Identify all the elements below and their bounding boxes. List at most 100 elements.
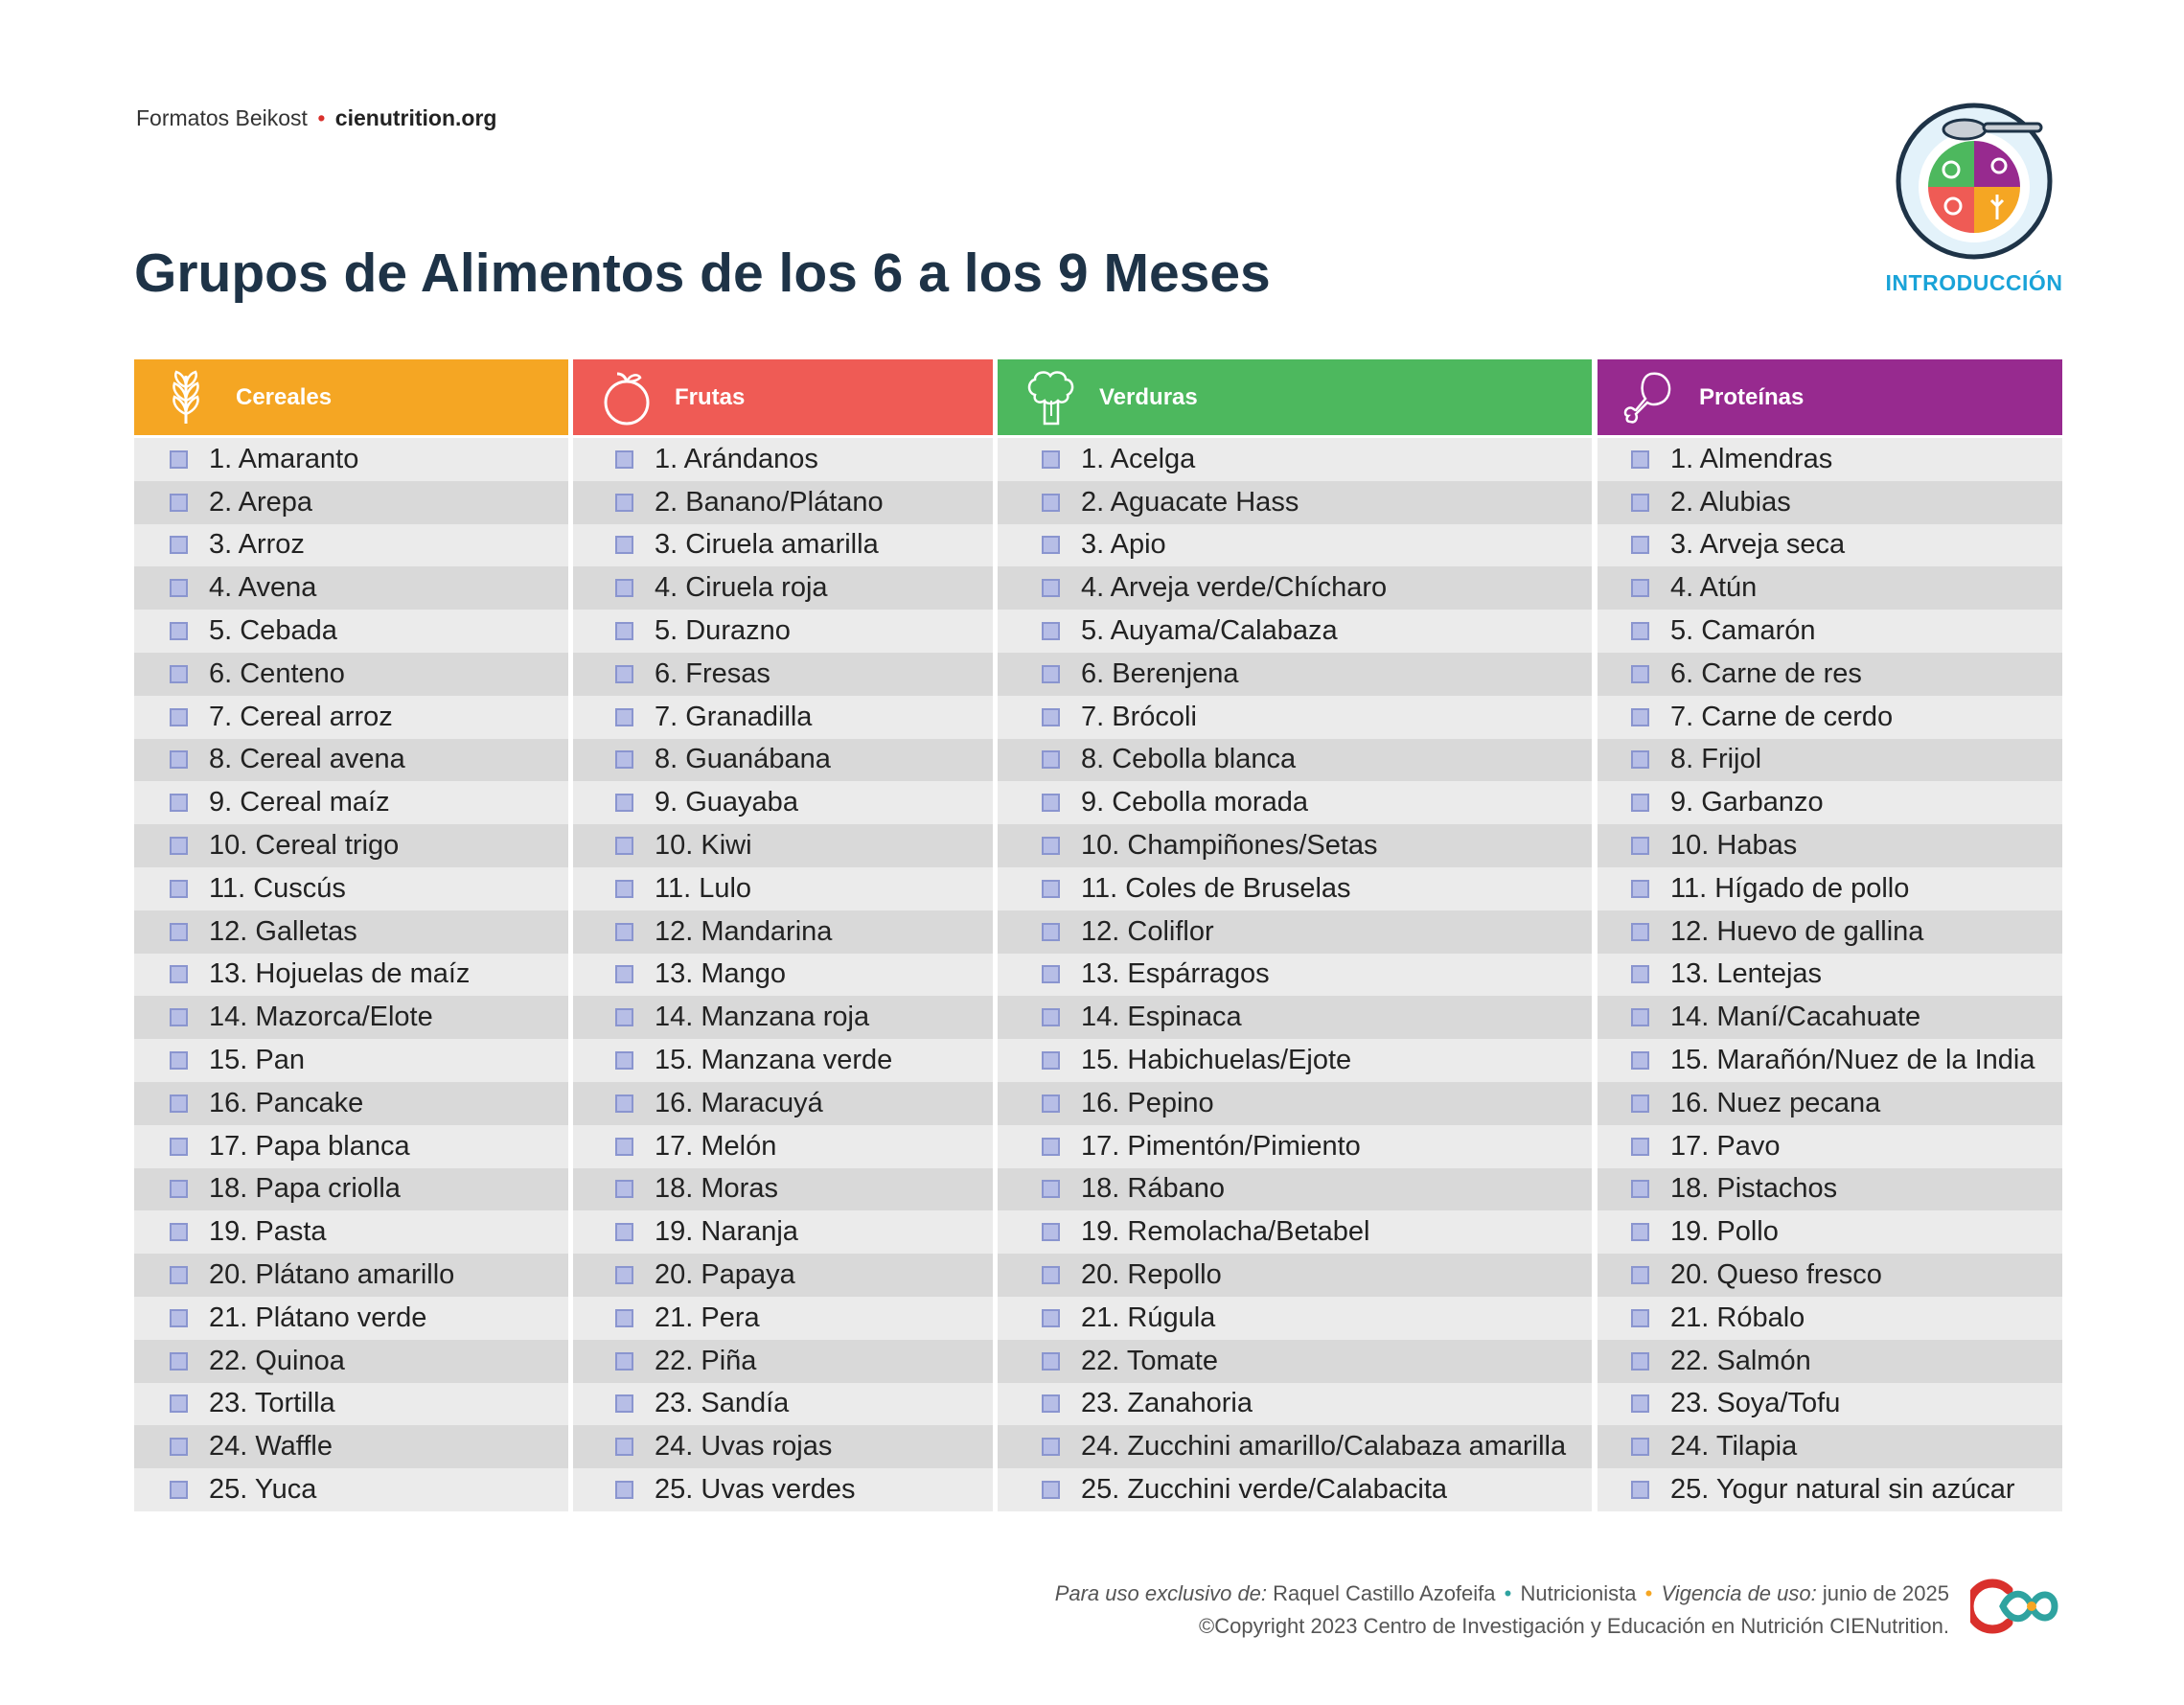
list-item[interactable]: 10. Habas [1598, 824, 2062, 867]
checkbox[interactable] [615, 707, 633, 726]
list-item[interactable]: 10. Kiwi [573, 824, 993, 867]
list-item[interactable]: 23. Tortilla [134, 1382, 568, 1426]
checkbox[interactable] [1042, 664, 1060, 683]
checkbox[interactable] [1042, 536, 1060, 555]
list-item[interactable]: 13. Espárragos [998, 953, 1592, 997]
checkbox[interactable] [615, 1008, 633, 1027]
checkbox[interactable] [1042, 1308, 1060, 1327]
checkbox[interactable] [1631, 493, 1649, 512]
list-item[interactable]: 19. Naranja [573, 1210, 993, 1255]
list-item[interactable]: 6. Centeno [134, 652, 568, 696]
checkbox[interactable] [170, 1308, 188, 1327]
checkbox[interactable] [615, 449, 633, 469]
list-item[interactable]: 24. Uvas rojas [573, 1425, 993, 1469]
list-item[interactable]: 11. Lulo [573, 866, 993, 910]
checkbox[interactable] [170, 1266, 188, 1285]
list-item[interactable]: 24. Zucchini amarillo/Calabaza amarilla [998, 1425, 1592, 1469]
list-item[interactable]: 6. Berenjena [998, 652, 1592, 696]
checkbox[interactable] [170, 1223, 188, 1242]
checkbox[interactable] [1631, 1137, 1649, 1156]
list-item[interactable]: 20. Repollo [998, 1254, 1592, 1297]
list-item[interactable]: 15. Manzana verde [573, 1039, 993, 1082]
list-item[interactable]: 2. Arepa [134, 480, 568, 524]
list-item[interactable]: 19. Remolacha/Betabel [998, 1210, 1592, 1255]
list-item[interactable]: 13. Hojuelas de maíz [134, 953, 568, 997]
list-item[interactable]: 20. Papaya [573, 1254, 993, 1297]
checkbox[interactable] [1631, 965, 1649, 984]
checkbox[interactable] [1042, 1394, 1060, 1414]
checkbox[interactable] [1631, 1481, 1649, 1500]
list-item[interactable]: 18. Papa criolla [134, 1167, 568, 1211]
list-item[interactable]: 4. Ciruela roja [573, 566, 993, 611]
list-item[interactable]: 20. Queso fresco [1598, 1254, 2062, 1297]
checkbox[interactable] [1042, 579, 1060, 598]
list-item[interactable]: 1. Arándanos [573, 438, 993, 481]
list-item[interactable]: 1. Almendras [1598, 438, 2062, 481]
checkbox[interactable] [615, 1051, 633, 1071]
checkbox[interactable] [1631, 794, 1649, 813]
checkbox[interactable] [170, 1351, 188, 1371]
checkbox[interactable] [1042, 1351, 1060, 1371]
list-item[interactable]: 12. Huevo de gallina [1598, 910, 2062, 954]
checkbox[interactable] [615, 1394, 633, 1414]
list-item[interactable]: 7. Carne de cerdo [1598, 695, 2062, 739]
list-item[interactable]: 11. Coles de Bruselas [998, 866, 1592, 910]
list-item[interactable]: 18. Pistachos [1598, 1167, 2062, 1211]
list-item[interactable]: 11. Cuscús [134, 866, 568, 910]
list-item[interactable]: 11. Hígado de pollo [1598, 866, 2062, 910]
list-item[interactable]: 25. Zucchini verde/Calabacita [998, 1468, 1592, 1511]
list-item[interactable]: 22. Salmón [1598, 1339, 2062, 1383]
list-item[interactable]: 23. Soya/Tofu [1598, 1382, 2062, 1426]
list-item[interactable]: 14. Espinaca [998, 996, 1592, 1040]
checkbox[interactable] [1042, 922, 1060, 941]
list-item[interactable]: 5. Camarón [1598, 610, 2062, 653]
checkbox[interactable] [1631, 750, 1649, 770]
checkbox[interactable] [615, 794, 633, 813]
checkbox[interactable] [615, 1137, 633, 1156]
list-item[interactable]: 13. Mango [573, 953, 993, 997]
list-item[interactable]: 9. Cebolla morada [998, 781, 1592, 825]
list-item[interactable]: 18. Rábano [998, 1167, 1592, 1211]
checkbox[interactable] [615, 837, 633, 856]
list-item[interactable]: 15. Habichuelas/Ejote [998, 1039, 1592, 1082]
checkbox[interactable] [170, 1051, 188, 1071]
list-item[interactable]: 13. Lentejas [1598, 953, 2062, 997]
checkbox[interactable] [1042, 622, 1060, 641]
checkbox[interactable] [1631, 449, 1649, 469]
checkbox[interactable] [170, 449, 188, 469]
list-item[interactable]: 4. Atún [1598, 566, 2062, 611]
list-item[interactable]: 12. Coliflor [998, 910, 1592, 954]
checkbox[interactable] [170, 794, 188, 813]
checkbox[interactable] [170, 664, 188, 683]
checkbox[interactable] [615, 1223, 633, 1242]
checkbox[interactable] [1042, 1223, 1060, 1242]
checkbox[interactable] [615, 1266, 633, 1285]
checkbox[interactable] [1042, 1008, 1060, 1027]
checkbox[interactable] [615, 493, 633, 512]
checkbox[interactable] [615, 579, 633, 598]
list-item[interactable]: 7. Cereal arroz [134, 695, 568, 739]
list-item[interactable]: 5. Cebada [134, 610, 568, 653]
checkbox[interactable] [1042, 965, 1060, 984]
checkbox[interactable] [1631, 1223, 1649, 1242]
list-item[interactable]: 23. Zanahoria [998, 1382, 1592, 1426]
list-item[interactable]: 23. Sandía [573, 1382, 993, 1426]
list-item[interactable]: 2. Banano/Plátano [573, 480, 993, 524]
list-item[interactable]: 9. Guayaba [573, 781, 993, 825]
list-item[interactable]: 24. Tilapia [1598, 1425, 2062, 1469]
list-item[interactable]: 17. Melón [573, 1124, 993, 1168]
checkbox[interactable] [615, 922, 633, 941]
checkbox[interactable] [170, 622, 188, 641]
checkbox[interactable] [1631, 837, 1649, 856]
list-item[interactable]: 16. Pancake [134, 1081, 568, 1125]
list-item[interactable]: 14. Manzana roja [573, 996, 993, 1040]
checkbox[interactable] [1631, 622, 1649, 641]
checkbox[interactable] [1631, 1351, 1649, 1371]
list-item[interactable]: 1. Amaranto [134, 438, 568, 481]
list-item[interactable]: 22. Tomate [998, 1339, 1592, 1383]
brand-site-link[interactable]: cienutrition.org [334, 105, 497, 130]
list-item[interactable]: 15. Marañón/Nuez de la India [1598, 1039, 2062, 1082]
list-item[interactable]: 25. Yogur natural sin azúcar [1598, 1468, 2062, 1511]
checkbox[interactable] [1042, 707, 1060, 726]
list-item[interactable]: 21. Rúgula [998, 1296, 1592, 1340]
